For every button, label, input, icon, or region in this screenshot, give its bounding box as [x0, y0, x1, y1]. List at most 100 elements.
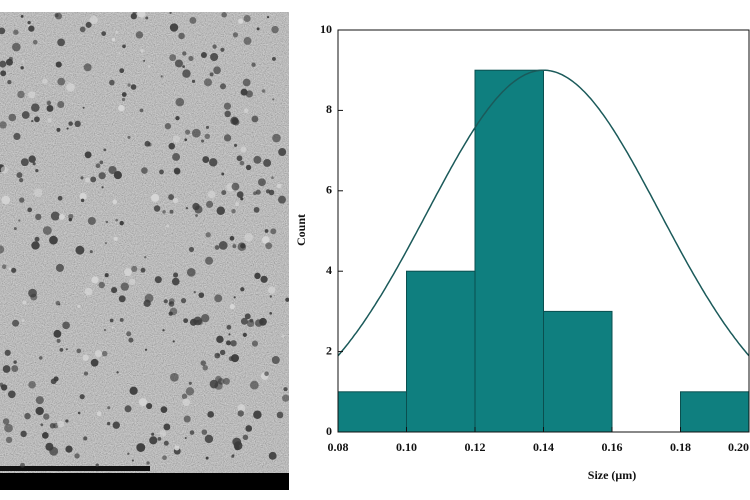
particle: [219, 349, 226, 356]
particle: [215, 375, 222, 383]
particle: [243, 14, 251, 23]
particle: [111, 287, 118, 294]
y-tick-label: 6: [326, 183, 332, 197]
particle: [221, 172, 225, 176]
particle: [119, 68, 125, 74]
particle: [126, 331, 132, 337]
particle: [18, 219, 21, 222]
bar: [406, 270, 476, 433]
bar: [680, 391, 750, 433]
x-tick-label: 0.08: [328, 440, 349, 454]
particle: [46, 105, 54, 112]
particle: [140, 49, 144, 53]
particle: [66, 127, 69, 130]
particle: [27, 20, 31, 25]
particle: [0, 166, 8, 174]
particle: [24, 412, 31, 420]
particle: [285, 297, 289, 302]
particle: [20, 462, 25, 468]
particle: [174, 59, 183, 68]
particle: [191, 128, 201, 138]
particle: [162, 210, 166, 214]
particle: [40, 423, 44, 427]
particle: [214, 294, 223, 303]
particle: [103, 328, 107, 332]
particle: [182, 398, 191, 407]
particle: [85, 21, 92, 28]
particle: [62, 321, 70, 330]
particle: [188, 55, 194, 62]
particle: [236, 155, 243, 162]
particle: [258, 178, 266, 187]
particle: [99, 160, 104, 165]
particle: [189, 17, 197, 24]
particle: [11, 267, 17, 273]
particle: [130, 13, 137, 20]
x-tick-label: 0.18: [670, 440, 691, 454]
particle: [225, 340, 231, 346]
particle: [169, 302, 172, 305]
particle: [232, 32, 239, 38]
particle: [0, 382, 4, 387]
particle: [200, 360, 207, 366]
particle: [263, 159, 272, 167]
particle: [122, 44, 126, 49]
particle: [68, 121, 73, 126]
particle: [269, 295, 272, 298]
particle: [65, 348, 68, 351]
particle: [282, 394, 289, 402]
particle: [49, 235, 58, 245]
particle: [101, 31, 107, 36]
particle: [173, 272, 179, 278]
particle: [20, 66, 24, 70]
particle: [103, 148, 107, 152]
particle: [234, 143, 238, 147]
particle: [243, 36, 252, 45]
particle: [237, 404, 246, 413]
particle: [221, 190, 227, 196]
particle: [108, 165, 117, 175]
particle: [198, 292, 205, 298]
particle: [8, 56, 13, 61]
particle: [20, 158, 29, 167]
particle: [2, 365, 11, 373]
particle: [105, 220, 109, 224]
particle: [112, 199, 118, 205]
particle: [11, 365, 19, 372]
particle: [107, 406, 111, 410]
particle: [223, 377, 230, 385]
particle: [101, 350, 108, 357]
particle: [140, 267, 146, 273]
particle: [163, 440, 169, 446]
particle: [8, 113, 17, 122]
particle: [260, 319, 264, 324]
particle: [166, 224, 170, 228]
particle: [277, 195, 286, 204]
particle: [169, 23, 179, 32]
particle: [219, 83, 227, 90]
x-tick-label: 0.12: [465, 440, 486, 454]
particle: [261, 89, 266, 93]
particle: [278, 148, 287, 157]
x-tick-label: 0.20: [728, 440, 749, 454]
particle: [212, 44, 217, 49]
particle: [35, 213, 42, 221]
particle: [168, 194, 175, 200]
particle: [191, 79, 196, 83]
particle: [251, 115, 259, 123]
bar: [474, 69, 544, 433]
particle: [200, 51, 207, 58]
particle: [201, 139, 205, 143]
particle: [21, 111, 30, 119]
particle: [109, 318, 114, 323]
particle: [172, 135, 181, 143]
particle: [28, 155, 36, 163]
particle: [189, 430, 195, 435]
particle: [230, 116, 239, 125]
particle: [214, 245, 220, 250]
particle: [98, 281, 105, 289]
particle: [218, 241, 228, 250]
particle: [143, 59, 146, 62]
particle: [32, 39, 38, 45]
